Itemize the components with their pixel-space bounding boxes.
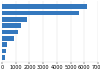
Bar xyxy=(2,11,79,15)
Bar xyxy=(2,23,21,28)
Bar xyxy=(2,4,87,9)
Bar xyxy=(2,49,6,53)
Bar xyxy=(2,30,18,34)
Bar xyxy=(2,55,5,60)
Bar xyxy=(2,42,7,47)
Bar xyxy=(2,17,27,22)
Bar xyxy=(2,36,14,41)
